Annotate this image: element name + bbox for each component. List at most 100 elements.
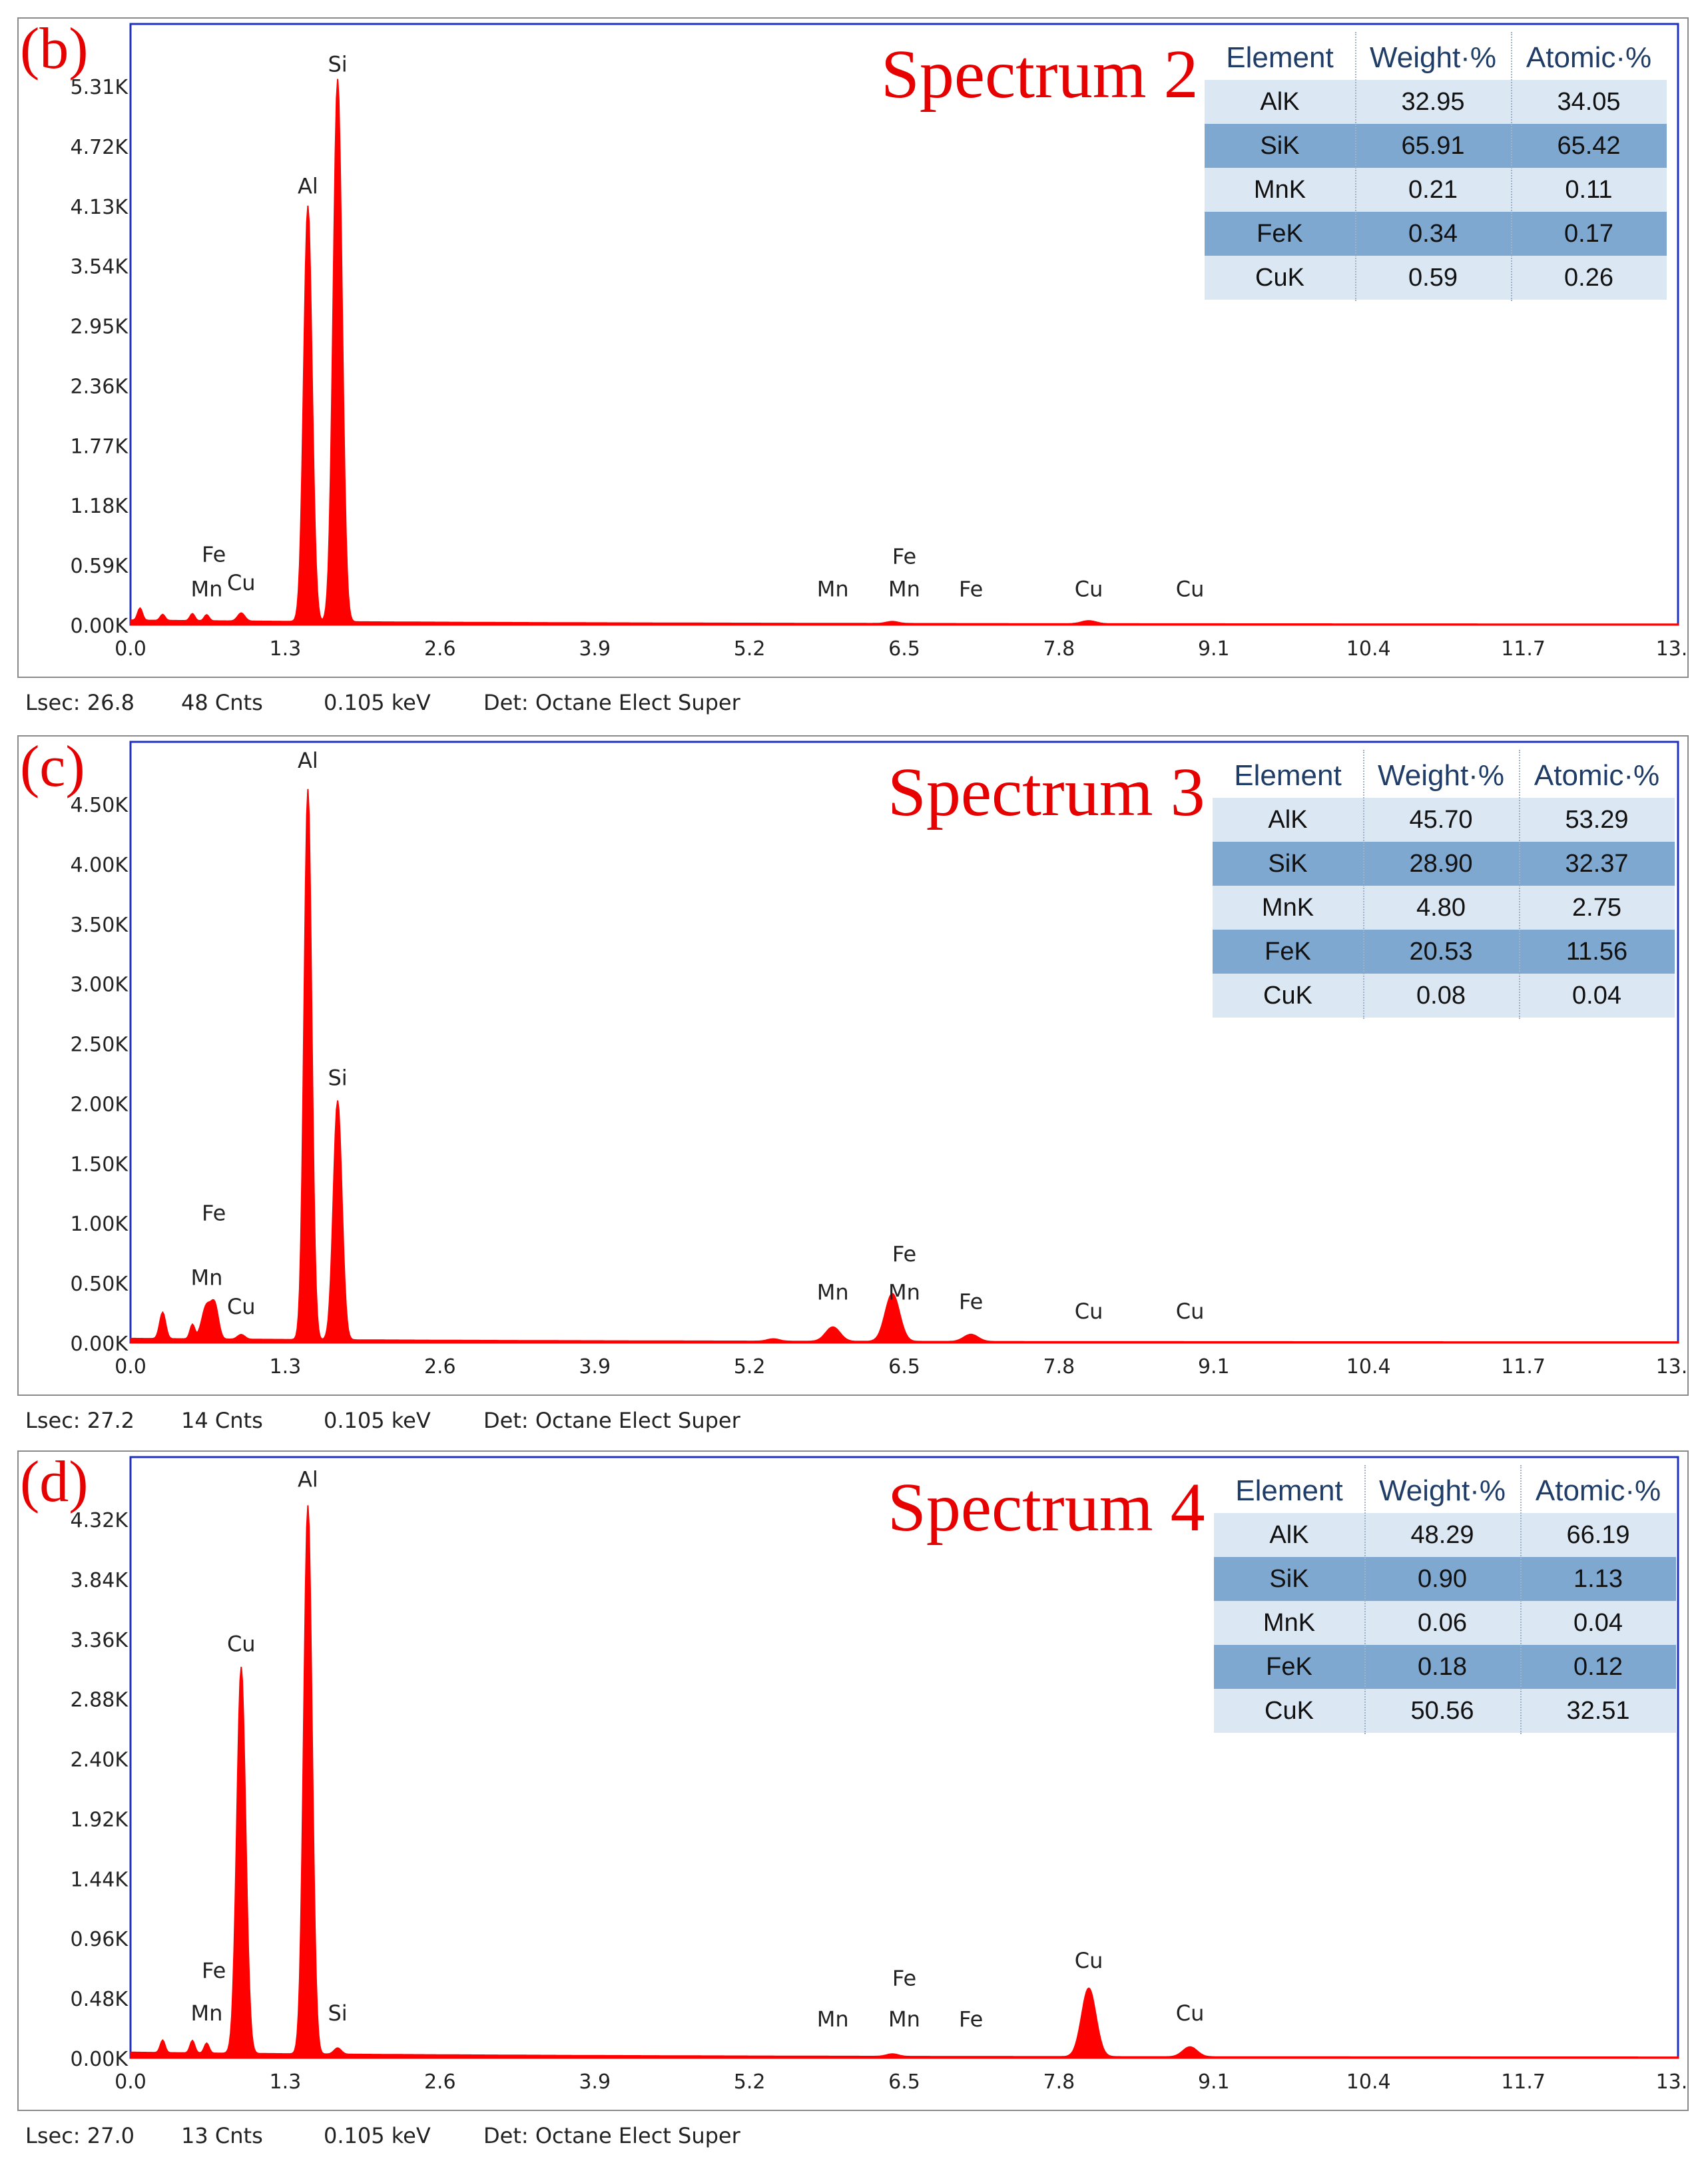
table-header: Element Weight·% Atomic·% [1214, 1465, 1676, 1513]
column-divider [1511, 32, 1512, 301]
table-header: Element Weight·% Atomic·% [1205, 32, 1667, 80]
peak-label: Mn [190, 1265, 222, 1291]
table-cell: 0.18 [1418, 1653, 1467, 1681]
peak-label: Cu [1176, 1299, 1205, 1324]
table-cell: 0.04 [1572, 982, 1621, 1010]
table-cell: MnK [1253, 176, 1306, 204]
x-tick-label: 10.4 [1346, 2070, 1391, 2094]
table-row: SiK 65.91 65.42 [1205, 124, 1667, 168]
x-tick-label: 11.7 [1501, 1355, 1546, 1379]
x-tick-label: 6.5 [888, 1355, 920, 1379]
peak-label: Cu [1176, 576, 1205, 601]
x-tick-label: 1.3 [270, 637, 302, 661]
panel-frame [17, 17, 1689, 678]
table-cell: 48.29 [1410, 1521, 1474, 1549]
table-cell: SiK [1269, 1565, 1309, 1593]
x-tick-label: 0.0 [115, 637, 146, 661]
peak-label: Mn [190, 576, 222, 601]
panel-letter: (c) [20, 735, 85, 799]
spectrum-panel-d: 0.00K 0.48K 0.96K 1.44K 1.92K 2.40K 2.88K 3.36K… [17, 1450, 1689, 2148]
table-cell: 53.29 [1565, 806, 1629, 834]
counts-readout: 14 Cnts [181, 1408, 263, 1433]
composition-table: Element Weight·% Atomic·% AlK 48.29 66.19 SiK 0… [1214, 1465, 1676, 1734]
panel-frame [17, 1450, 1689, 2111]
x-tick-label: 13.0 [1656, 637, 1689, 661]
y-tick-label: 3.54K [71, 256, 129, 279]
peak-label: Mn [817, 1279, 849, 1305]
peak-label: Al [298, 748, 318, 773]
peak-label: Mn [190, 2001, 222, 2026]
y-tick-label: 1.00K [71, 1213, 129, 1236]
column-header: Weight·% [1378, 759, 1504, 792]
table-row: CuK 0.08 0.04 [1213, 974, 1675, 1018]
peak-label: Fe [202, 1958, 226, 1983]
y-tick-label: 2.88K [71, 1689, 129, 1712]
y-tick-label: 1.50K [71, 1153, 129, 1176]
table-cell: AlK [1268, 806, 1308, 834]
table-cell: 32.95 [1401, 88, 1465, 116]
x-tick-label: 3.9 [579, 1355, 611, 1379]
column-divider [1363, 750, 1364, 1019]
peak-label: Cu [227, 1632, 256, 1657]
peak-label: Cu [1075, 576, 1103, 601]
y-tick-label: 2.95K [71, 316, 129, 339]
peak-label: Al [298, 174, 318, 199]
table-cell: 65.42 [1557, 132, 1621, 160]
table-cell: CuK [1255, 264, 1304, 292]
y-tick-label: 4.32K [71, 1509, 129, 1532]
column-header: Element [1226, 41, 1334, 74]
y-tick-label: 3.36K [71, 1629, 129, 1652]
lsec-readout: Lsec: 27.2 [25, 1408, 135, 1433]
peak-label: Cu [1075, 1948, 1103, 1973]
column-header: Atomic·% [1526, 41, 1652, 74]
table-cell: SiK [1268, 850, 1308, 878]
table-cell: 0.17 [1564, 220, 1613, 248]
x-tick-label: 2.6 [424, 637, 456, 661]
x-tick-label: 2.6 [424, 1355, 456, 1379]
table-cell: MnK [1261, 894, 1314, 922]
x-tick-label: 1.3 [270, 1355, 302, 1379]
x-tick-label: 10.4 [1346, 637, 1391, 661]
y-tick-label: 0.59K [71, 555, 129, 578]
table-cell: 50.56 [1410, 1697, 1474, 1725]
table-cell: 0.21 [1408, 176, 1458, 204]
x-tick-label: 6.5 [888, 2070, 920, 2094]
spectrum-title: Spectrum 2 [881, 36, 1199, 113]
x-tick-label: 6.5 [888, 637, 920, 661]
table-cell: CuK [1265, 1697, 1314, 1725]
peak-label: Fe [892, 544, 916, 569]
x-tick-label: 7.8 [1043, 1355, 1075, 1379]
panel-letter: (b) [20, 17, 89, 81]
detector-readout: Det: Octane Elect Super [483, 2123, 740, 2148]
table-cell: 28.90 [1409, 850, 1473, 878]
spectrum-chart: 0.00K 0.50K 1.00K 1.50K 2.00K 2.50K 3.00K 3.50K… [17, 735, 1689, 1396]
panel-frame [17, 735, 1689, 1396]
y-tick-label: 4.00K [71, 854, 129, 877]
table-row: CuK 0.59 0.26 [1205, 256, 1667, 300]
spectrum-panel-c: 0.00K 0.50K 1.00K 1.50K 2.00K 2.50K 3.00K 3.50K… [17, 735, 1689, 1433]
table-row: AlK 32.95 34.05 [1205, 80, 1667, 124]
x-tick-label: 9.1 [1198, 2070, 1230, 2094]
y-tick-label: 1.44K [71, 1868, 129, 1891]
x-tick-label: 9.1 [1198, 637, 1230, 661]
column-header: Atomic·% [1534, 759, 1660, 792]
y-tick-label: 0.00K [71, 615, 129, 638]
table-cell: 4.80 [1416, 894, 1466, 922]
table-cell: MnK [1263, 1609, 1316, 1637]
peak-label: Mn [817, 576, 849, 601]
peak-label: Mn [888, 1279, 920, 1305]
spectrum-trace [130, 1505, 1679, 2058]
spectrum-title: Spectrum 4 [888, 1469, 1205, 1546]
y-tick-label: 0.50K [71, 1273, 129, 1296]
table-cell: 20.53 [1409, 938, 1473, 966]
table-cell: 34.05 [1557, 88, 1621, 116]
peak-label: Fe [202, 1201, 226, 1226]
table-cell: FeK [1257, 220, 1303, 248]
peak-label: Fe [959, 2007, 983, 2032]
spectrum-panel-b: 0.00K 0.59K 1.18K 1.77K 2.36K 2.95K 3.54K 4.13K… [17, 17, 1689, 715]
y-tick-label: 2.40K [71, 1749, 129, 1772]
x-tick-label: 1.3 [270, 2070, 302, 2094]
table-cell: 0.59 [1408, 264, 1458, 292]
peak-label: Si [328, 52, 347, 77]
y-tick-label: 4.13K [71, 196, 129, 219]
